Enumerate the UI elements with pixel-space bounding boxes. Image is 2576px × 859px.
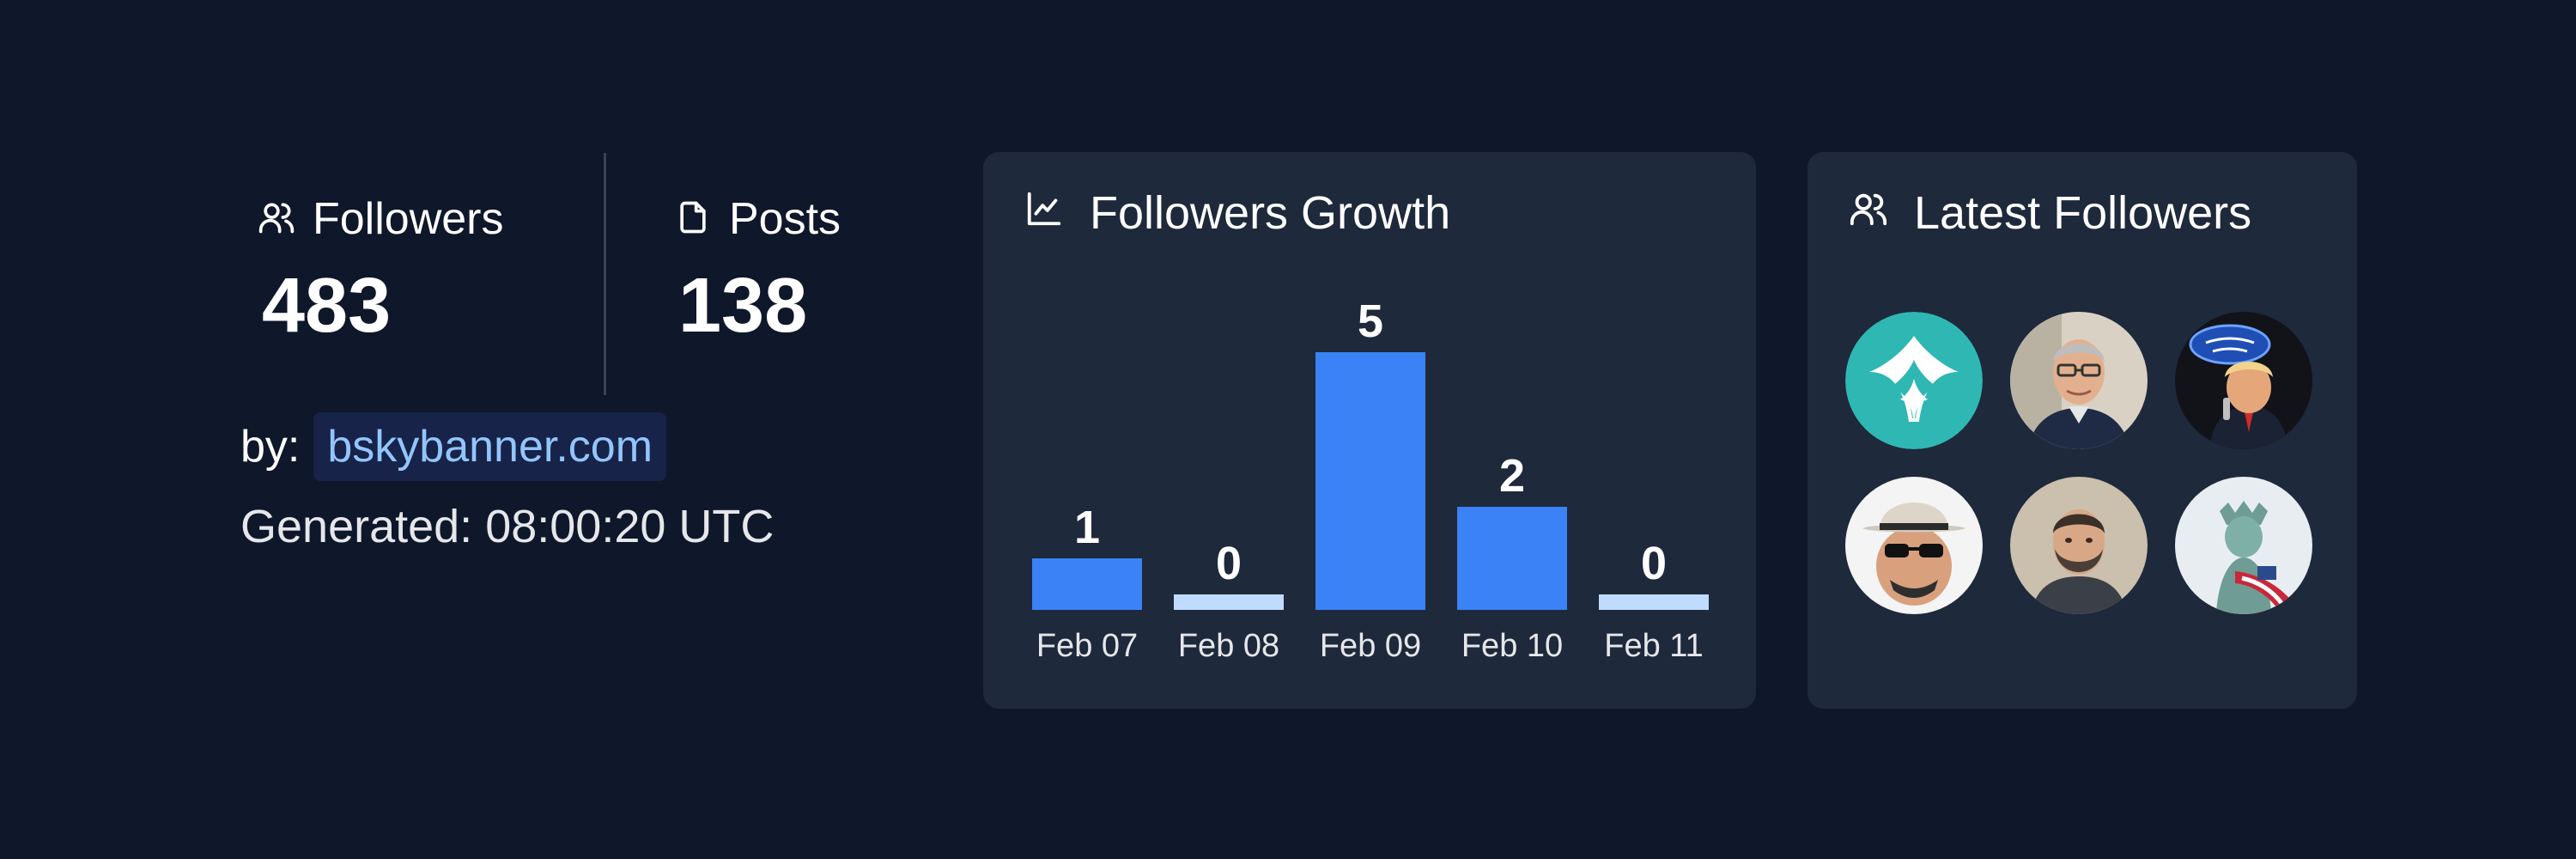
followers-growth-card: 1 Feb 07 0 Feb 08 5 Feb 09 2 Feb 10 0 Feb 11 Foll… xyxy=(983,152,1756,709)
bar-feb-08 xyxy=(1174,594,1284,610)
bar-feb-07 xyxy=(1032,558,1142,610)
file-icon xyxy=(674,198,712,241)
followers-growth-chart: 1 Feb 07 0 Feb 08 5 Feb 09 2 Feb 10 0 Feb 11 xyxy=(1032,295,1709,664)
bar-feb-10 xyxy=(1457,507,1567,610)
generated-timestamp: Generated: 08:00:20 UTC xyxy=(240,501,775,552)
teal-logo-avatar[interactable] xyxy=(1845,312,1983,449)
statue-of-liberty-avatar[interactable] xyxy=(2175,477,2312,614)
users-icon xyxy=(1849,186,1888,240)
bar-value-label: 2 xyxy=(1499,450,1525,502)
followers-growth-title: Followers Growth xyxy=(1090,187,1451,239)
bar-value-label: 0 xyxy=(1216,538,1242,589)
latest-followers-header: Latest Followers xyxy=(1849,186,2251,240)
man-hat-sunglasses-avatar[interactable] xyxy=(1845,477,1983,614)
bar-value-label: 5 xyxy=(1358,295,1383,347)
bar-feb-09 xyxy=(1315,352,1425,610)
attribution: by: bskybanner.com xyxy=(240,412,667,481)
posts-stat: Posts 138 xyxy=(674,185,841,344)
x-tick-label: Feb 11 xyxy=(1604,628,1703,664)
x-tick-label: Feb 08 xyxy=(1178,628,1279,664)
man-glasses-avatar[interactable] xyxy=(2010,312,2148,449)
posts-header: Posts xyxy=(674,185,841,253)
followers-label: Followers xyxy=(313,194,504,244)
american-idiot-avatar[interactable] xyxy=(2175,312,2312,449)
latest-followers-title: Latest Followers xyxy=(1914,187,2252,239)
users-icon xyxy=(258,198,295,241)
bskybanner-link[interactable]: bskybanner.com xyxy=(313,412,667,481)
followers-stat: Followers 483 xyxy=(258,185,504,344)
followers-header: Followers xyxy=(258,185,504,253)
posts-label: Posts xyxy=(729,194,841,244)
latest-followers-card: Latest Followers xyxy=(1807,152,2357,709)
bar-feb-11 xyxy=(1599,594,1709,610)
avatar-grid xyxy=(1845,312,2312,614)
x-tick-label: Feb 07 xyxy=(1036,628,1138,664)
followers-growth-header: Followers Growth xyxy=(1024,186,1450,240)
x-tick-label: Feb 09 xyxy=(1320,628,1421,664)
by-label: by: xyxy=(240,422,301,472)
bar-value-label: 1 xyxy=(1074,502,1100,553)
bearded-man-avatar[interactable] xyxy=(2010,477,2148,614)
bar-value-label: 0 xyxy=(1641,538,1667,589)
x-tick-label: Feb 10 xyxy=(1461,628,1563,664)
followers-count: 483 xyxy=(262,263,392,349)
stats-divider xyxy=(604,153,606,395)
line-chart-icon xyxy=(1024,186,1064,240)
posts-count: 138 xyxy=(678,263,808,349)
